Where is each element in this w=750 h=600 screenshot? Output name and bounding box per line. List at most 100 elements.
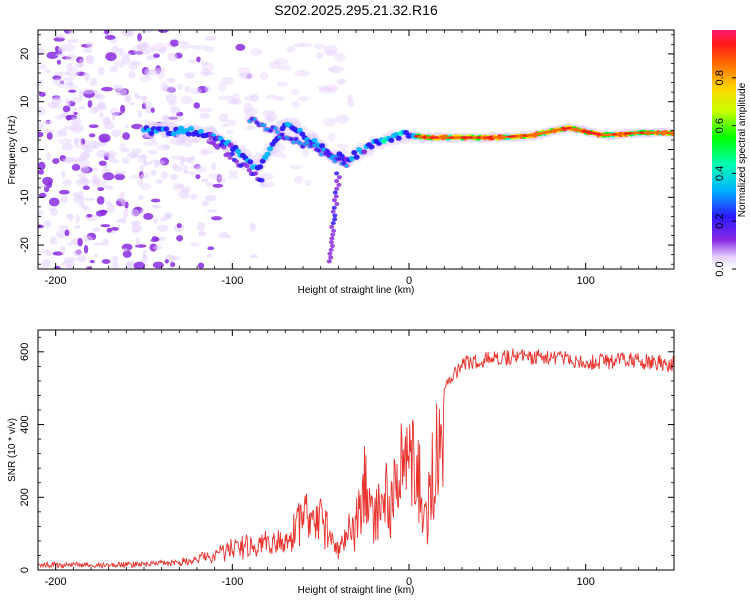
spectrogram-cell [189,171,197,176]
spectrogram-cell [62,157,76,163]
spectrogram-cell [196,56,201,63]
spectrogram-cell [229,151,235,157]
spectrogram-cell [144,101,153,109]
spectrogram-cell [188,59,197,64]
spectrogram-cell [58,189,70,195]
spectrogram-cell [319,143,326,149]
spectrogram-cell [139,183,152,190]
spectrogram-cell [52,77,65,86]
spectrogram-cell [60,170,66,179]
spectrogram-cell [204,194,217,202]
colorbar-tick-label: 0.2 [714,214,726,229]
spectrogram-cell [190,193,198,200]
spectrogram-cell [336,175,342,180]
spectrogram-cell [81,235,93,242]
spectrogram-cell [64,229,70,237]
spectrogram-cell [244,163,250,169]
spectrogram-cell [73,249,82,257]
spectrogram-cell [262,109,276,116]
spectrogram-cell [199,112,211,119]
spectrogram-cell [336,182,342,187]
spectrogram-cell [280,132,285,137]
spectrogram-cell [228,169,239,175]
spectrogram-cell [275,81,289,87]
spectrogram-cell [187,126,194,132]
spectrogram-cell [133,261,146,269]
spectrogram-cell [122,248,129,252]
spectrogram-cell [120,197,127,206]
spectrogram-cell [38,123,44,130]
colorbar: 0.0 0.2 0.4 0.6 0.8 Normalized spectral ampl… [712,30,748,277]
spectrogram-cell [71,163,81,171]
spectrogram-cell [139,164,145,172]
snr-frame [37,329,675,571]
spectrogram-cell [227,142,234,148]
spectrogram-cell [55,53,66,57]
snr-x-axis-title: Height of straight line (km) [298,585,415,596]
spectrogram-cell [74,138,83,149]
spectrogram-cell [74,224,81,229]
spectrogram-cell [38,64,48,70]
spectrogram-cell [334,52,346,63]
spectrogram-cell [329,224,335,229]
spectrogram-cell [305,141,310,145]
spectrogram-cell [227,155,233,160]
spectrogram-cell [328,255,334,260]
spectrogram-cell [60,195,69,203]
spectrogram-y-tick-label: 0 [19,146,31,152]
spectrogram-cell [135,50,143,55]
spectrogram-cell [158,30,169,33]
spectrogram-cell [101,86,113,92]
spectrogram-cell [318,87,330,94]
spectrogram-cell [85,41,95,48]
spectrogram-cell [217,176,226,184]
spectrogram-cell [62,105,71,113]
spectrogram-cell [93,242,105,246]
spectrogram-cell [332,190,338,195]
spectrogram-cell [65,264,73,269]
spectrogram-cell [299,42,313,48]
spectrogram-cell [328,65,345,74]
spectrogram-cell [191,44,208,50]
spectrogram-cell [57,83,65,88]
spectrogram-cell [200,60,209,66]
spectrogram-cell [98,209,108,214]
spectrogram-cell [196,221,205,231]
spectrogram-cell [210,162,217,171]
spectrogram-cell [170,155,186,160]
spectrogram-cell [99,112,104,119]
spectrogram-cell [201,62,215,72]
spectrogram-cell [323,117,336,127]
spectrogram-cell [56,34,66,39]
spectrogram-cell [195,166,208,173]
spectrogram-cell [69,123,84,134]
spectrogram-cell [165,93,177,103]
spectrogram-cell [267,115,275,124]
spectrogram-cell [190,87,202,95]
spectrogram-cell [82,185,90,191]
spectrogram-cell [87,100,93,108]
spectrogram-cell [60,43,76,52]
spectrogram-cell [44,69,51,74]
spectrogram-cell [116,88,128,96]
spectrogram-cell [333,194,339,199]
spectrogram-cell [45,250,54,257]
spectrogram-cell [62,125,77,130]
spectrogram-cell [263,114,273,122]
spectrogram-cell [337,157,342,161]
spectrogram-cell [148,130,155,136]
colorbar-tick-label: 0.0 [714,261,726,276]
spectrogram-y-tick-label: -10 [19,189,31,205]
spectrogram-cell [172,182,184,191]
spectrogram-cell [92,227,101,233]
spectrogram-cell [158,46,167,55]
spectrogram-cell [167,52,178,62]
spectrogram-cell [249,93,259,103]
spectrogram-cell [170,39,180,47]
spectrogram-cell [94,253,99,258]
spectrogram-cell [38,106,46,116]
snr-axes: -200 -100 0 100 0 200 400 600 [19,330,675,588]
spectrogram-cell [182,170,190,174]
